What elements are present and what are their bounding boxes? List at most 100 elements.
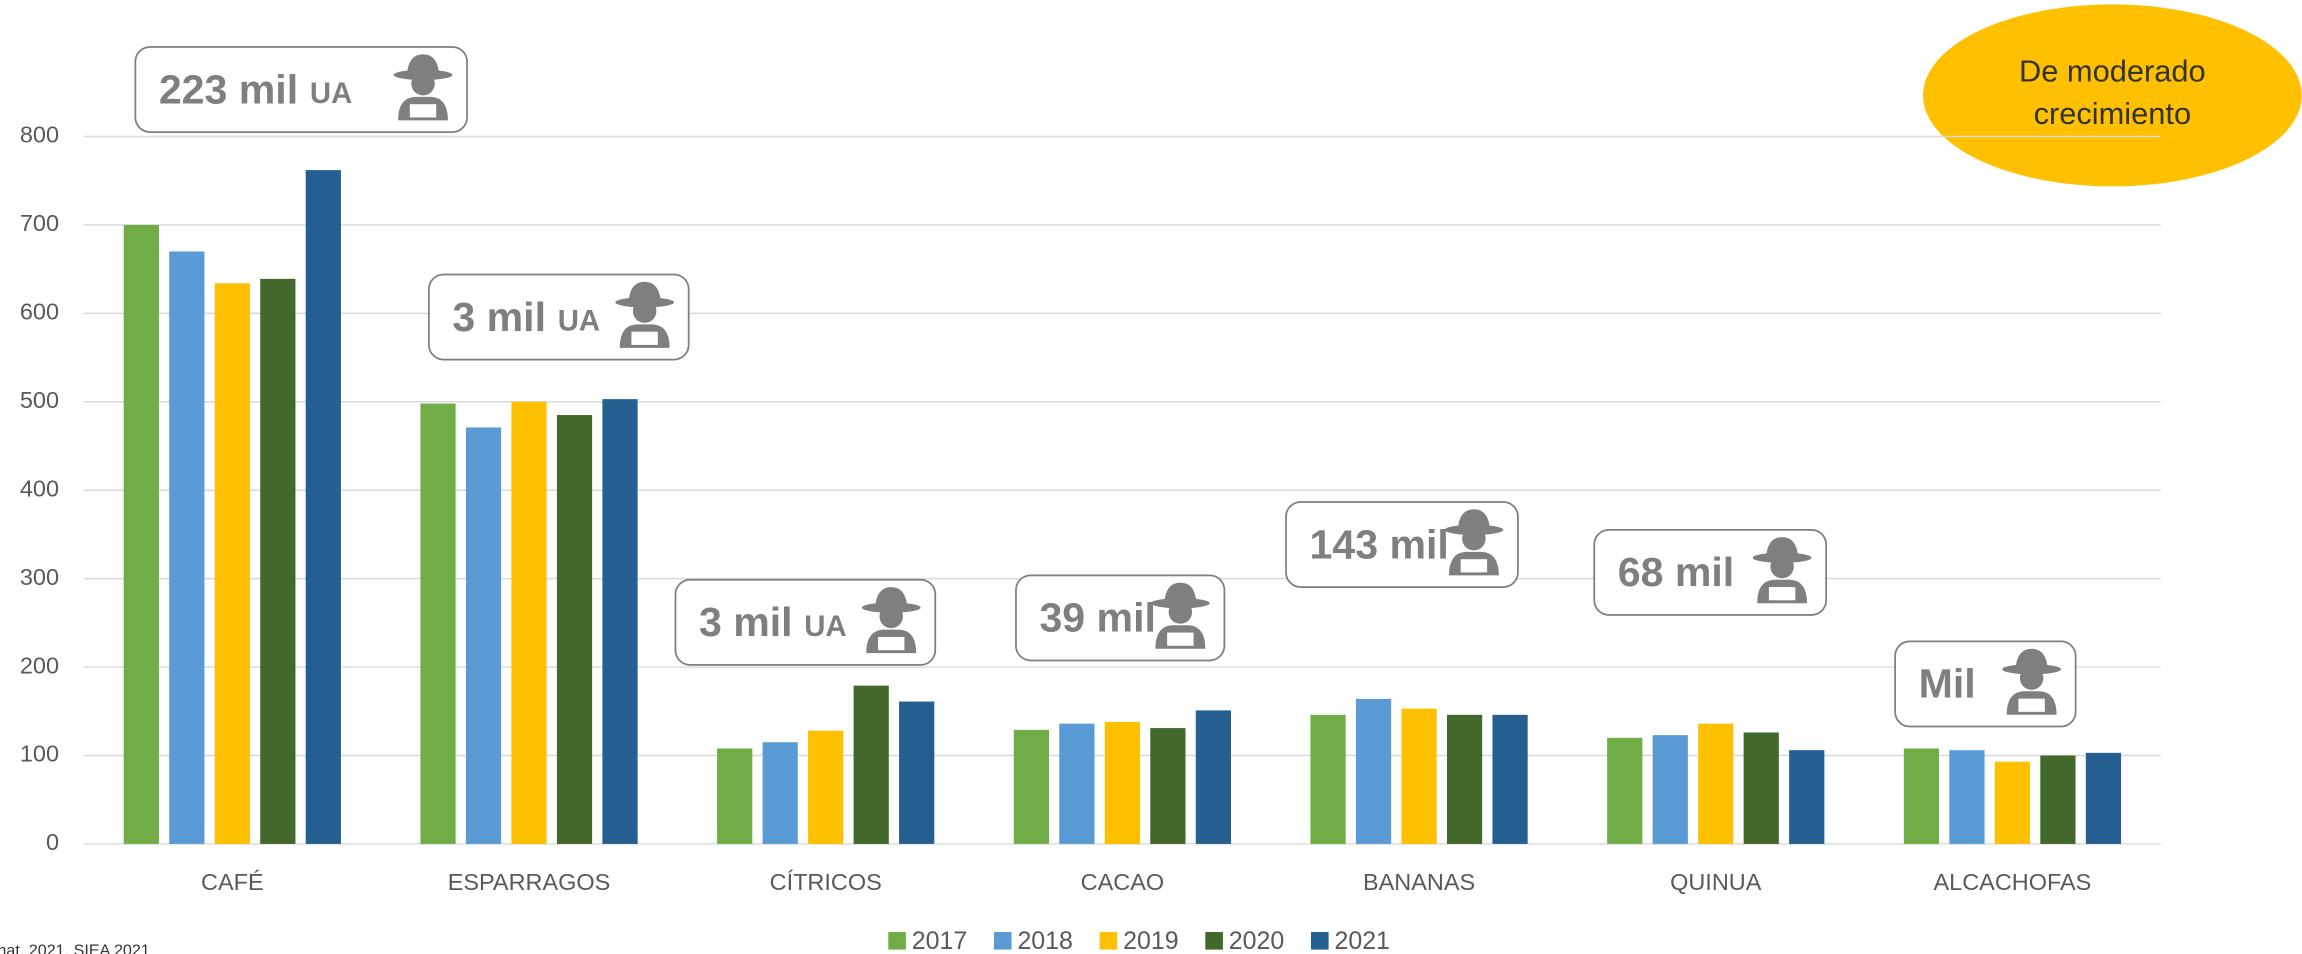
farmer-icon	[1151, 582, 1210, 649]
annotation-text: 68 mil	[1618, 549, 1734, 595]
icon-part	[628, 281, 661, 303]
bar	[808, 730, 844, 844]
bar	[1698, 723, 1734, 844]
bar	[1401, 708, 1437, 844]
annotation-unit: UA	[558, 305, 600, 338]
x-tick-label: QUINUA	[1670, 869, 1762, 895]
bar	[2085, 752, 2122, 844]
bar	[305, 170, 341, 844]
bar	[1310, 714, 1346, 844]
icon-part	[409, 104, 437, 118]
annotation-text: 3 mil	[452, 294, 546, 340]
legend-label: 2020	[1229, 927, 1284, 954]
legend-swatch	[1205, 931, 1223, 950]
icon-part	[406, 54, 440, 75]
bar	[465, 427, 502, 844]
icon-part	[1765, 537, 1799, 558]
bar	[123, 224, 159, 844]
bar	[1949, 750, 1985, 844]
icon-part	[1164, 582, 1197, 604]
annotation-text: 143 mil	[1310, 521, 1449, 567]
bar	[899, 701, 935, 844]
bar	[169, 251, 205, 844]
bar	[1789, 750, 1825, 844]
y-tick-label: 800	[20, 122, 59, 148]
y-tick-label: 700	[20, 210, 59, 236]
x-tick-label: CÍTRICOS	[770, 869, 882, 895]
bar	[853, 685, 889, 844]
bar	[1903, 748, 1940, 844]
bar	[2040, 755, 2076, 844]
legend-label: 2018	[1017, 927, 1072, 954]
annotation-text: 39 mil	[1039, 595, 1155, 641]
icon-part	[632, 299, 657, 323]
icon-part	[1770, 554, 1794, 579]
y-tick-label: 600	[20, 299, 59, 325]
annotation-text: 3 mil	[699, 599, 793, 645]
icon-part	[631, 331, 658, 345]
y-tick-label: 0	[46, 829, 59, 855]
badge	[1923, 4, 2302, 187]
farmer-icon	[1752, 537, 1812, 604]
bar	[602, 399, 638, 844]
farmer-icon	[861, 587, 921, 654]
icon-part	[2019, 666, 2044, 690]
annotation-box	[134, 46, 468, 133]
farmer-icon	[393, 54, 453, 121]
icon-part	[1768, 587, 1796, 601]
x-tick-label: BANANAS	[1363, 869, 1475, 895]
bar	[214, 283, 250, 844]
icon-part	[1167, 632, 1194, 646]
farmer-icon	[615, 281, 674, 348]
icon-part	[2015, 648, 2048, 670]
badge-text: De moderado	[2019, 54, 2206, 89]
annotation-text: 223 mil	[159, 66, 298, 112]
bar	[1195, 710, 1231, 844]
x-tick-label: ESPARRAGOS	[448, 869, 611, 895]
bar	[1743, 732, 1779, 844]
icon-part	[879, 604, 903, 629]
bar	[1104, 721, 1140, 844]
bar	[556, 415, 593, 844]
bar	[511, 401, 547, 844]
icon-part	[1460, 559, 1488, 573]
bar	[260, 278, 296, 844]
annotation-text: Mil	[1919, 661, 1976, 707]
badge-text: crecimiento	[2034, 96, 2192, 131]
bar	[717, 748, 753, 844]
icon-part	[1457, 509, 1491, 530]
icon-part	[411, 71, 435, 96]
y-tick-label: 200	[20, 652, 59, 678]
legend-swatch	[1310, 931, 1329, 950]
farmer-icon	[2002, 648, 2061, 715]
icon-part	[2018, 698, 2045, 712]
y-tick-label: 400	[20, 475, 59, 501]
bar	[420, 403, 456, 844]
bar	[1652, 735, 1688, 844]
bar	[762, 742, 798, 844]
legend-label: 2021	[1334, 927, 1389, 954]
bar	[1492, 714, 1528, 844]
legend-label: 2019	[1123, 927, 1178, 954]
legend-label: 2017	[912, 927, 967, 954]
x-tick-label: CACAO	[1081, 869, 1164, 895]
icon-part	[1462, 526, 1486, 551]
bar	[1013, 729, 1049, 844]
bar	[1355, 698, 1392, 844]
icon-part	[875, 587, 908, 608]
y-tick-label: 500	[20, 387, 59, 413]
annotation-unit: UA	[310, 77, 352, 110]
source: nat, 2021, SIEA 2021	[0, 941, 150, 954]
bar	[1059, 723, 1095, 844]
farmer-icon	[1444, 509, 1504, 576]
bar	[1446, 714, 1483, 844]
icon-part	[1168, 600, 1193, 624]
icon-part	[878, 636, 905, 651]
bar	[1607, 737, 1643, 844]
annotation-unit: UA	[804, 610, 846, 643]
y-tick-label: 100	[20, 741, 59, 767]
y-tick-label: 300	[20, 564, 59, 590]
bar	[1994, 761, 2031, 844]
